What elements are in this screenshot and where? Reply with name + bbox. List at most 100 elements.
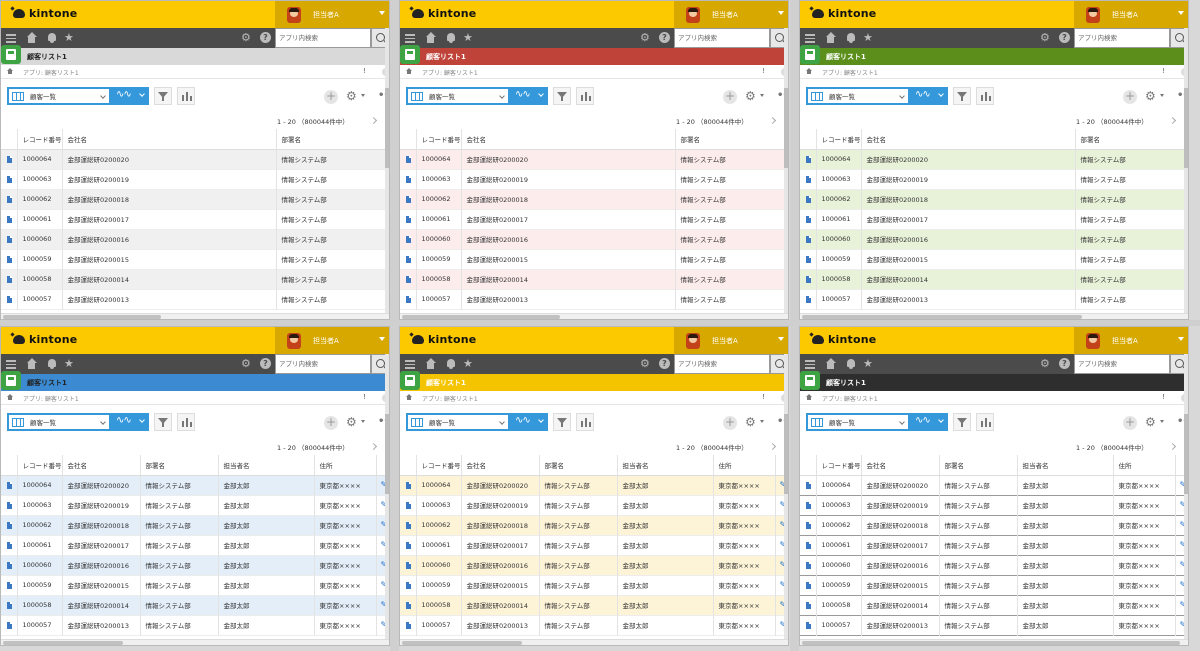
help-icon[interactable]: ? (260, 32, 271, 43)
home-icon[interactable] (7, 394, 13, 401)
app-search-input[interactable]: アプリ内検索 (275, 28, 371, 48)
table-row[interactable]: 1000062 金部運総研0200018 情報システム部 (1, 189, 388, 209)
column-header-company[interactable]: 会社名 (860, 129, 1075, 150)
chevron-down-icon[interactable] (361, 94, 365, 97)
column-header-person[interactable]: 担当者名 (1016, 455, 1113, 476)
table-row[interactable]: 1000064 金部運総研0200020 情報システム部 金部太郎 東京都×××× ✎ (1, 475, 389, 495)
pencil-icon[interactable]: ✎ (380, 520, 388, 529)
pencil-icon[interactable]: ✎ (380, 600, 388, 609)
user-menu[interactable]: 担当者A (275, 327, 389, 354)
home-icon[interactable] (825, 358, 837, 370)
pencil-icon[interactable]: ✎ (1179, 600, 1187, 609)
help-icon[interactable]: ? (1059, 358, 1070, 369)
document-icon[interactable] (406, 155, 411, 163)
filter-icon[interactable] (553, 413, 571, 431)
column-header-department[interactable]: 部署名 (1074, 129, 1187, 150)
graph-select[interactable]: ∿∿ (111, 413, 149, 431)
pin-icon[interactable]: ! (363, 67, 366, 75)
column-header-department[interactable]: 部署名 (938, 455, 1017, 476)
bell-icon[interactable] (46, 358, 58, 370)
gear-icon[interactable]: ⚙ (346, 89, 357, 103)
document-icon[interactable] (806, 481, 811, 489)
pencil-icon[interactable]: ✎ (1179, 500, 1187, 509)
gear-icon[interactable]: ⚙ (241, 357, 251, 370)
gear-icon[interactable]: ⚙ (640, 357, 650, 370)
document-icon[interactable] (7, 295, 12, 303)
app-icon[interactable] (1, 371, 21, 390)
scrollbar-thumb[interactable] (402, 641, 522, 645)
document-icon[interactable] (406, 521, 411, 529)
home-icon[interactable] (806, 394, 812, 401)
document-icon[interactable] (406, 501, 411, 509)
table-row[interactable]: 1000060 金部運総研0200016 情報システム部 金部太郎 東京都×××× ✎ (1, 555, 389, 575)
column-header-department[interactable]: 部署名 (275, 129, 388, 150)
filter-icon[interactable] (953, 413, 971, 431)
app-icon[interactable] (400, 45, 420, 64)
next-page-icon[interactable] (1168, 442, 1177, 451)
vertical-scrollbar[interactable] (1184, 354, 1188, 641)
document-icon[interactable] (7, 255, 12, 263)
column-header-company[interactable]: 会社名 (460, 455, 539, 476)
search-icon[interactable] (1170, 28, 1188, 48)
pin-icon[interactable]: ! (363, 393, 366, 401)
table-row[interactable]: 1000062 金部運総研0200018 情報システム部 (400, 189, 787, 209)
bell-icon[interactable] (845, 358, 857, 370)
pencil-icon[interactable]: ✎ (779, 600, 787, 609)
view-select[interactable]: 顧客一覧 (7, 87, 111, 105)
search-icon[interactable] (770, 28, 788, 48)
chevron-down-icon[interactable] (1160, 420, 1164, 423)
star-icon[interactable]: ★ (463, 31, 473, 44)
scrollbar-thumb[interactable] (402, 315, 560, 319)
help-icon[interactable]: ? (1059, 32, 1070, 43)
table-row[interactable]: 1000059 金部運総研0200015 情報システム部 (1, 249, 388, 269)
column-header-company[interactable]: 会社名 (860, 455, 939, 476)
menu-icon[interactable] (805, 32, 817, 44)
star-icon[interactable]: ★ (64, 31, 74, 44)
bar-chart-icon[interactable] (177, 413, 195, 431)
menu-icon[interactable] (405, 32, 417, 44)
pencil-icon[interactable]: ✎ (380, 480, 388, 489)
table-row[interactable]: 1000058 金部運総研0200014 情報システム部 金部太郎 東京都×××× ✎ (400, 595, 788, 615)
pencil-icon[interactable]: ✎ (380, 500, 388, 509)
kintone-logo[interactable]: kintone (412, 333, 476, 346)
graph-select[interactable]: ∿∿ (910, 413, 948, 431)
document-icon[interactable] (7, 235, 12, 243)
pencil-icon[interactable]: ✎ (1179, 480, 1187, 489)
document-icon[interactable] (806, 521, 811, 529)
column-header-person[interactable]: 担当者名 (217, 455, 314, 476)
bar-chart-icon[interactable] (976, 413, 994, 431)
document-icon[interactable] (7, 481, 12, 489)
table-row[interactable]: 1000057 金部運総研0200013 情報システム部 (1, 289, 388, 309)
vertical-scrollbar[interactable] (385, 28, 389, 315)
document-icon[interactable] (406, 215, 411, 223)
document-icon[interactable] (406, 175, 411, 183)
table-row[interactable]: 1000057 金部運総研0200013 情報システム部 (800, 289, 1187, 309)
pencil-icon[interactable]: ✎ (779, 500, 787, 509)
scrollbar-thumb[interactable] (802, 641, 1180, 645)
add-record-button[interactable]: + (324, 89, 338, 104)
scrollbar-thumb[interactable] (802, 315, 1082, 319)
kintone-logo[interactable]: kintone (812, 333, 876, 346)
document-icon[interactable] (806, 235, 811, 243)
table-row[interactable]: 1000060 金部運総研0200016 情報システム部 (400, 229, 787, 249)
gear-icon[interactable]: ⚙ (1145, 89, 1156, 103)
table-row[interactable]: 1000064 金部運総研0200020 情報システム部 金部太郎 東京都×××× ✎ (400, 475, 788, 495)
horizontal-scrollbar[interactable] (400, 639, 788, 645)
document-icon[interactable] (7, 621, 12, 629)
column-header-record-no[interactable]: レコード番号 (415, 455, 461, 476)
gear-icon[interactable]: ⚙ (241, 31, 251, 44)
add-record-button[interactable]: + (1123, 89, 1137, 104)
next-page-icon[interactable] (1168, 116, 1177, 125)
document-icon[interactable] (406, 295, 411, 303)
pin-icon[interactable]: ! (1162, 67, 1165, 75)
star-icon[interactable]: ★ (64, 357, 74, 370)
graph-select[interactable]: ∿∿ (510, 87, 548, 105)
pencil-icon[interactable]: ✎ (380, 560, 388, 569)
help-icon[interactable]: ? (659, 358, 670, 369)
document-icon[interactable] (806, 155, 811, 163)
table-row[interactable]: 1000063 金部運総研0200019 情報システム部 (800, 169, 1187, 189)
document-icon[interactable] (406, 481, 411, 489)
table-row[interactable]: 1000063 金部運総研0200019 情報システム部 金部太郎 東京都×××× ✎ (800, 495, 1188, 515)
document-icon[interactable] (806, 175, 811, 183)
table-row[interactable]: 1000064 金部運総研0200020 情報システム部 金部太郎 東京都×××× ✎ (800, 475, 1188, 495)
